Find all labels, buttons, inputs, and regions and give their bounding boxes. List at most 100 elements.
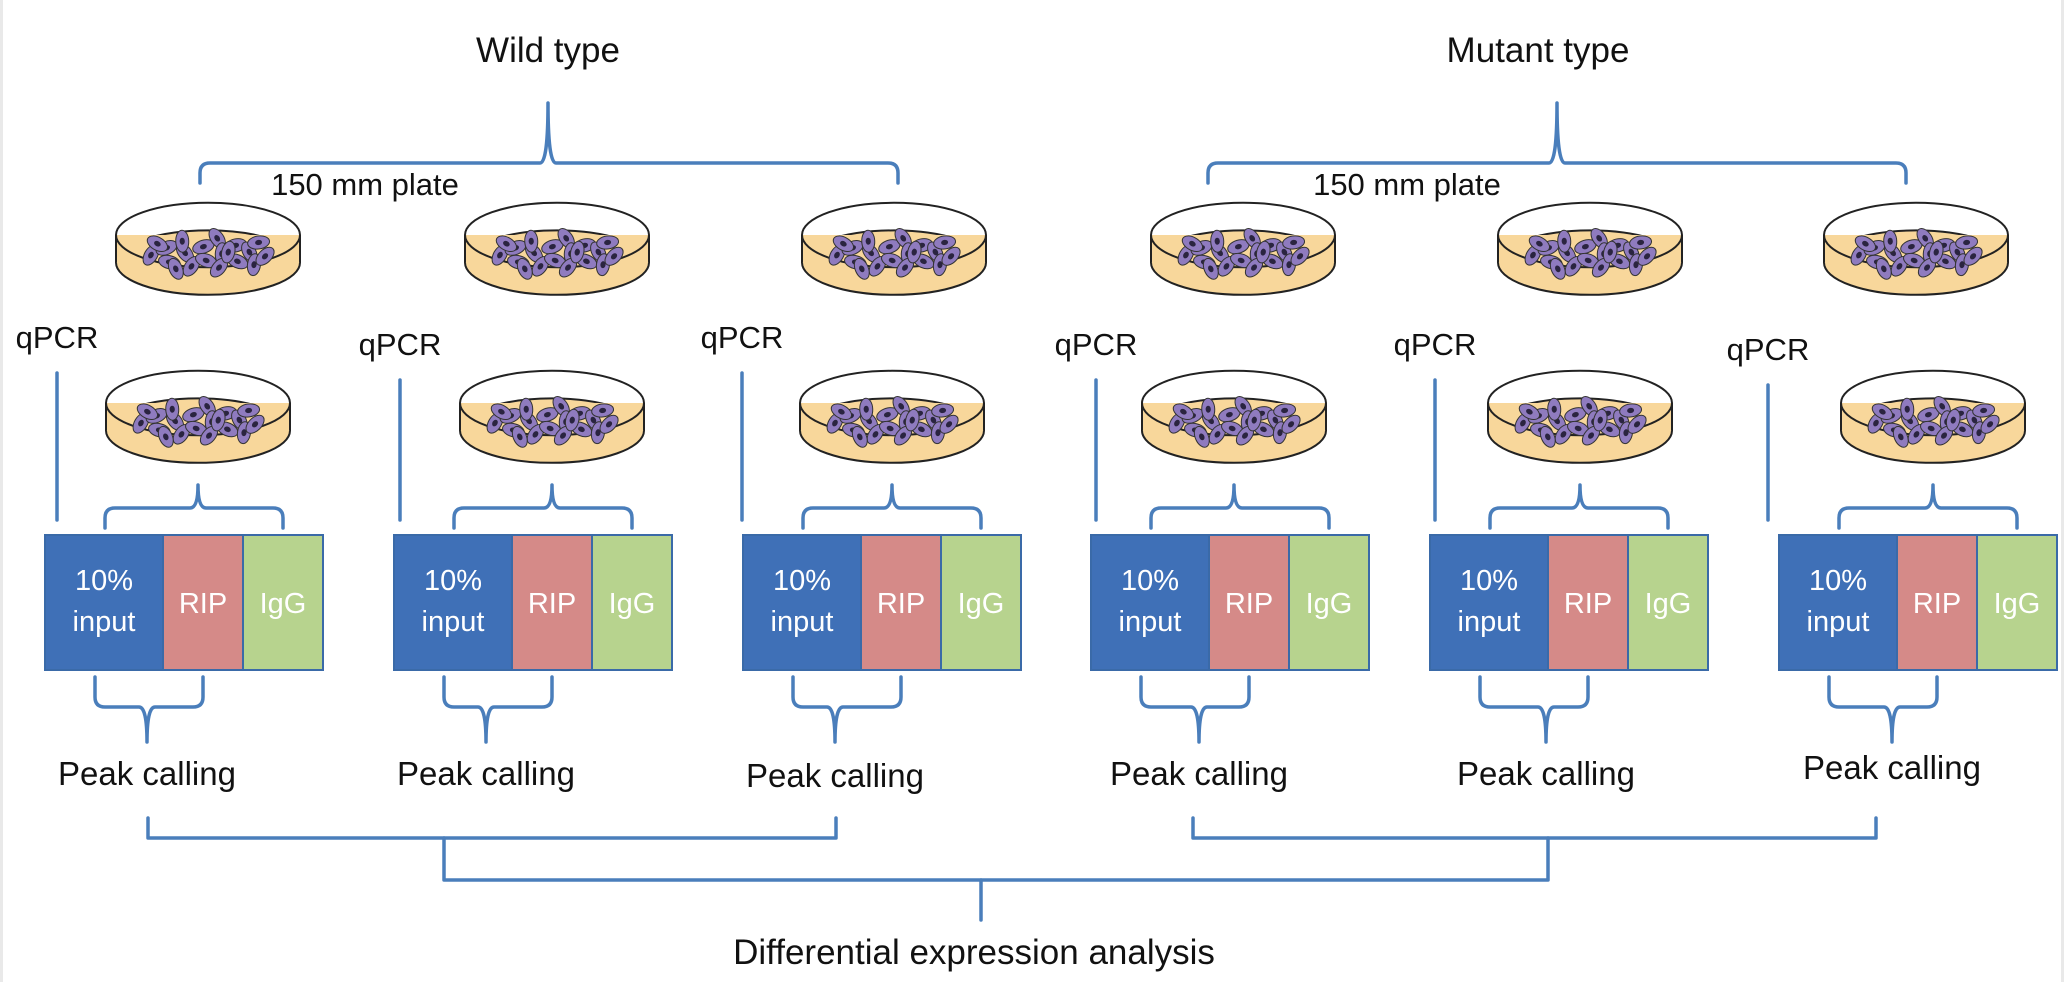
cell	[569, 240, 585, 264]
rip-box: RIP	[511, 534, 593, 671]
cell-nucleus	[1205, 405, 1211, 413]
peak-calling-brace	[1827, 675, 1939, 744]
igg-box-label: IgG	[609, 588, 656, 620]
cell	[853, 257, 870, 280]
replicate-2: qPCR 10% input RIP IgG Peak calling	[1394, 201, 1709, 792]
cell	[933, 235, 957, 250]
igg-box-label: IgG	[1306, 588, 1353, 620]
cell	[146, 235, 169, 253]
cell-nucleus	[255, 239, 263, 246]
input-box-fill	[1090, 534, 1210, 671]
cell-nucleus	[1581, 243, 1589, 250]
cell	[851, 425, 868, 448]
cell-nucleus	[604, 239, 612, 246]
culture-dish-top	[464, 201, 650, 296]
cell	[878, 239, 901, 255]
cell	[1539, 425, 1556, 448]
input-box: 10% input	[1778, 534, 1898, 671]
cell-nucleus	[939, 407, 947, 414]
cell-nucleus	[1637, 239, 1645, 246]
cell	[876, 407, 899, 423]
cell	[1557, 229, 1572, 253]
peak-calling-label: Peak calling	[1110, 755, 1288, 792]
cell	[167, 257, 184, 280]
cell	[1518, 403, 1541, 421]
cell-nucleus	[595, 248, 602, 256]
input-box-fill	[393, 534, 513, 671]
input-box-line1: 10%	[773, 565, 831, 597]
cell	[1892, 425, 1909, 448]
igg-box: IgG	[242, 534, 324, 671]
cell	[245, 414, 265, 434]
cell-nucleus	[1214, 431, 1221, 438]
cell-nucleus	[216, 264, 223, 271]
cell	[859, 397, 874, 421]
cell	[516, 257, 533, 280]
cell-nucleus	[154, 240, 161, 247]
cell-nucleus	[1249, 235, 1256, 242]
cell-nucleus	[1199, 433, 1205, 441]
cell-nucleus	[1526, 408, 1533, 415]
cell	[893, 425, 913, 446]
cell-nucleus	[1939, 403, 1946, 410]
cell-nucleus	[1976, 429, 1982, 437]
cell-nucleus	[840, 240, 847, 247]
input-box-line2: input	[771, 606, 834, 638]
cell-nucleus	[1570, 263, 1577, 270]
cell-nucleus	[941, 239, 949, 246]
cell-nucleus	[1208, 265, 1214, 273]
cell	[1528, 235, 1551, 253]
qpcr-label: qPCR	[1727, 332, 1810, 367]
cell-nucleus	[1881, 265, 1887, 273]
cell-nucleus	[1545, 433, 1551, 441]
plate-size-label: 150 mm plate	[271, 167, 459, 202]
cell	[1602, 240, 1618, 264]
cell-nucleus	[911, 248, 917, 256]
cell	[1181, 235, 1204, 253]
cell-nucleus	[574, 248, 580, 256]
replicate-3: qPCR 10% input RIP IgG Peak calling	[701, 201, 1022, 794]
group-mutant-type: Mutant type 150 mm plate qPCR 10% input RIP Ig…	[1055, 31, 2058, 792]
cell-nucleus	[1963, 239, 1971, 246]
cell	[1963, 246, 1983, 266]
cell	[1972, 403, 1996, 418]
igg-box-fill	[242, 534, 324, 671]
cell-nucleus	[565, 264, 572, 271]
cell-nucleus	[1896, 263, 1903, 270]
cell-nucleus	[1924, 264, 1931, 271]
cell	[830, 403, 853, 421]
rip-box-fill	[162, 534, 244, 671]
cell-nucleus	[1904, 405, 1910, 413]
cell-nucleus	[1571, 411, 1579, 418]
input-box-fill	[1429, 534, 1549, 671]
cell	[220, 240, 236, 264]
cell	[1554, 424, 1573, 445]
dish-to-samples-brace	[103, 483, 285, 530]
rip-box-label: RIP	[179, 588, 227, 620]
cell-nucleus	[138, 419, 144, 427]
input-box-line2: input	[1119, 606, 1182, 638]
cell-nucleus	[1287, 421, 1295, 428]
peak-calling-brace	[93, 675, 205, 744]
igg-box-fill	[1288, 534, 1370, 671]
culture-dish-bottom	[1487, 369, 1673, 464]
cell-nucleus	[865, 237, 871, 245]
culture-dish-top	[1823, 201, 2009, 296]
cell	[1980, 414, 2000, 434]
cell-nucleus	[492, 419, 498, 427]
igg-box: IgG	[1976, 534, 2058, 671]
cell	[539, 420, 562, 437]
cell	[1210, 229, 1225, 253]
cell	[881, 252, 904, 269]
cell	[1619, 403, 1643, 418]
cell-nucleus	[144, 408, 151, 415]
cell-nucleus	[1607, 248, 1613, 256]
cell-nucleus	[902, 264, 909, 271]
cell-nucleus	[560, 432, 567, 439]
dish-to-samples-brace	[801, 483, 983, 530]
cell	[591, 403, 615, 418]
cell	[1592, 408, 1608, 432]
cell	[175, 229, 190, 253]
cell-nucleus	[214, 235, 221, 242]
cell-nucleus	[1574, 425, 1582, 432]
